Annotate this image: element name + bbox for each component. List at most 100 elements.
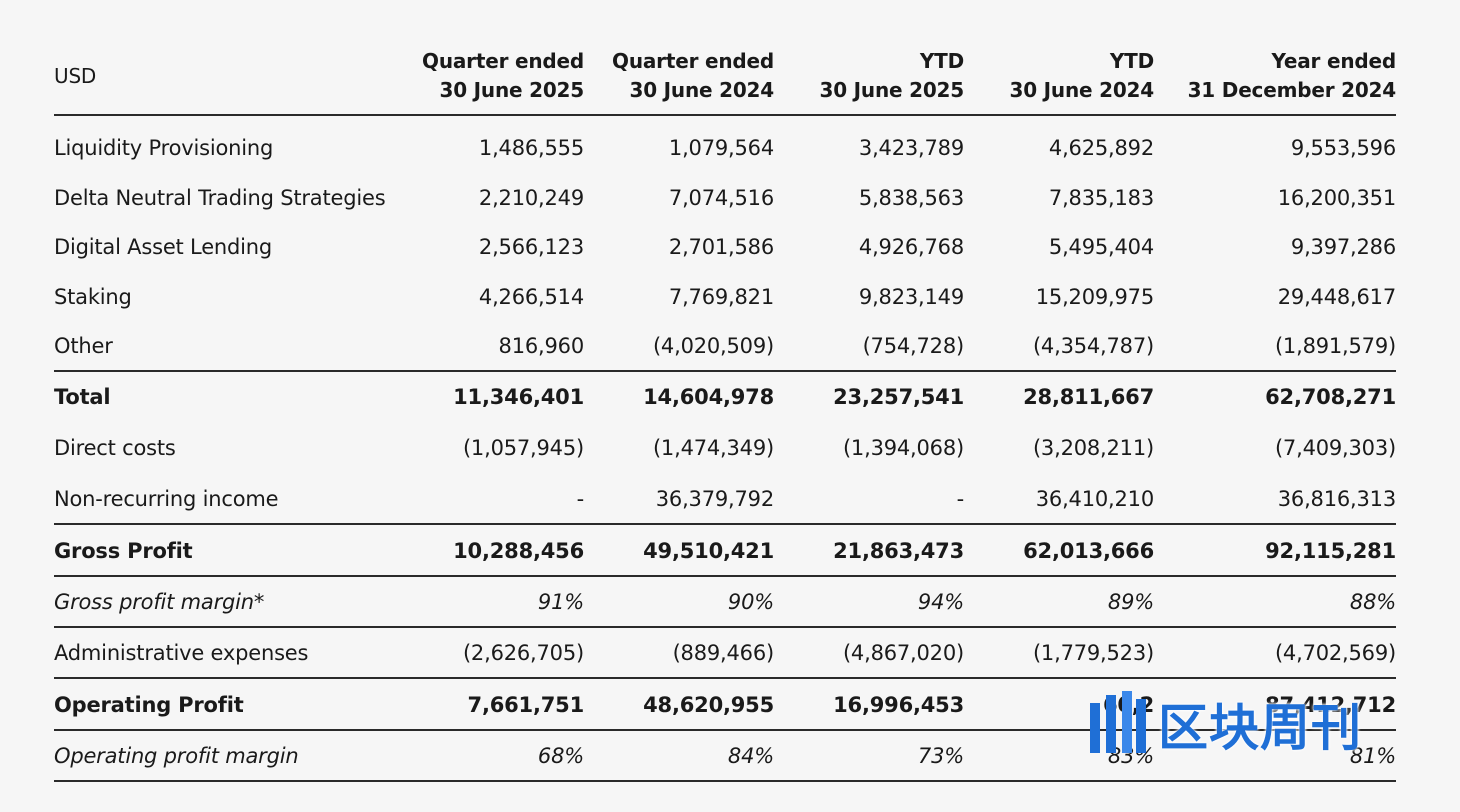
row-value: 36,816,313 <box>1277 487 1396 511</box>
header-col-ytd-2025: YTD 30 June 2025 <box>774 38 964 114</box>
row-value: (754,728) <box>862 334 965 358</box>
row-label: Operating profit margin <box>54 744 299 768</box>
header-col-line2: 30 June 2025 <box>439 78 584 102</box>
row-value: (1,474,349) <box>652 436 774 460</box>
total-divider <box>54 370 1396 372</box>
header-unit-label: USD <box>54 63 97 88</box>
row-value: (4,702,569) <box>1274 641 1396 665</box>
table-row-operating-profit-margin: Operating profit margin 68% 84% 73% 83% … <box>54 731 1396 781</box>
table-header-row: USD Quarter ended 30 June 2025 Quarter e… <box>54 38 1396 114</box>
margin-divider <box>54 626 1396 628</box>
row-value: (1,057,945) <box>462 436 584 460</box>
header-divider <box>54 114 1396 116</box>
row-value: (2,626,705) <box>462 641 584 665</box>
row-value: 84% <box>727 744 774 768</box>
row-label: Administrative expenses <box>54 641 309 665</box>
row-label: Total <box>54 385 111 409</box>
table-row-digital-asset-lending: Digital Asset Lending 2,566,123 2,701,58… <box>54 222 1396 272</box>
row-value: (4,020,509) <box>652 334 774 358</box>
row-value: 1,079,564 <box>668 136 774 160</box>
row-value: 48,620,955 <box>643 693 774 717</box>
row-label: Non-recurring income <box>54 487 279 511</box>
row-value: 29,448,617 <box>1277 285 1396 309</box>
header-col-line2: 30 June 2025 <box>819 78 964 102</box>
table-row-other: Other 816,960 (4,020,509) (754,728) (4,3… <box>54 321 1396 371</box>
row-value: 15,209,975 <box>1035 285 1154 309</box>
row-value: 7,835,183 <box>1048 186 1154 210</box>
row-value: 73% <box>917 744 964 768</box>
row-label: Other <box>54 334 113 358</box>
row-value: (3,208,211) <box>1032 436 1154 460</box>
row-value: 7,661,751 <box>467 693 585 717</box>
row-value: 62,013,666 <box>1023 539 1154 563</box>
header-col-line2: 31 December 2024 <box>1187 78 1397 102</box>
row-label: Liquidity Provisioning <box>54 136 274 160</box>
row-value: 11,346,401 <box>453 385 584 409</box>
table-row-delta-neutral: Delta Neutral Trading Strategies 2,210,2… <box>54 173 1396 223</box>
table-row-gross-profit: Gross Profit 10,288,456 49,510,421 21,86… <box>54 526 1396 576</box>
row-value: 90% <box>727 590 774 614</box>
watermark-logo-icon <box>1090 691 1146 753</box>
row-value: (1,891,579) <box>1274 334 1396 358</box>
table-row-liquidity-provisioning: Liquidity Provisioning 1,486,555 1,079,5… <box>54 123 1396 173</box>
row-value: (1,394,068) <box>842 436 964 460</box>
row-label: Direct costs <box>54 436 176 460</box>
row-value: 87,412,712 <box>1265 693 1396 717</box>
row-value: 5,495,404 <box>1048 235 1154 259</box>
row-value: 3,423,789 <box>858 136 964 160</box>
row-label: Staking <box>54 285 132 309</box>
table-row-direct-costs: Direct costs (1,057,945) (1,474,349) (1,… <box>54 423 1396 473</box>
row-value: 21,863,473 <box>833 539 964 563</box>
row-value: 2,210,249 <box>478 186 584 210</box>
row-value: 91% <box>537 590 584 614</box>
header-col-line1: Year ended <box>1271 49 1396 73</box>
table-bottom-rule <box>54 780 1396 782</box>
row-value: 68% <box>537 744 584 768</box>
row-value: (889,466) <box>672 641 775 665</box>
row-value: 36,410,210 <box>1035 487 1154 511</box>
row-value: 5,838,563 <box>858 186 964 210</box>
table-row-gross-profit-margin: Gross profit margin* 91% 90% 94% 89% 88% <box>54 577 1396 627</box>
row-value: 14,604,978 <box>643 385 774 409</box>
gross-profit-divider-bottom <box>54 575 1396 577</box>
row-value: 4,625,892 <box>1048 136 1154 160</box>
row-value: 16,996,453 <box>833 693 964 717</box>
header-col-q2-2024: Quarter ended 30 June 2024 <box>584 38 774 114</box>
row-value: (4,867,020) <box>842 641 964 665</box>
header-col-line2: 30 June 2024 <box>629 78 774 102</box>
row-value: 16,200,351 <box>1277 186 1396 210</box>
row-value: 1,486,555 <box>478 136 584 160</box>
row-value: 23,257,541 <box>833 385 964 409</box>
row-label: Digital Asset Lending <box>54 235 273 259</box>
row-value: 81% <box>1349 744 1396 768</box>
row-value: 4,926,768 <box>858 235 964 259</box>
row-label: Gross Profit <box>54 539 193 563</box>
table-row-staking: Staking 4,266,514 7,769,821 9,823,149 15… <box>54 272 1396 322</box>
row-value: 36,379,792 <box>655 487 774 511</box>
row-value: 28,811,667 <box>1023 385 1154 409</box>
header-col-line1: YTD <box>1109 49 1154 73</box>
table-row-administrative-expenses: Administrative expenses (2,626,705) (889… <box>54 628 1396 678</box>
gross-profit-divider-top <box>54 523 1396 525</box>
operating-profit-divider-top <box>54 677 1396 679</box>
row-value: 9,553,596 <box>1290 136 1396 160</box>
header-col-line1: Quarter ended <box>422 49 584 73</box>
row-value: 89% <box>1107 590 1154 614</box>
row-value: - <box>956 487 965 511</box>
header-col-line2: 30 June 2024 <box>1009 78 1154 102</box>
row-value: 9,823,149 <box>858 285 964 309</box>
row-value: 94% <box>917 590 964 614</box>
row-value: 2,701,586 <box>668 235 774 259</box>
row-label: Gross profit margin* <box>54 590 265 614</box>
table-row-non-recurring-income: Non-recurring income - 36,379,792 - 36,4… <box>54 474 1396 524</box>
row-value: (7,409,303) <box>1274 436 1396 460</box>
row-value: 62,708,271 <box>1265 385 1396 409</box>
operating-profit-divider-bottom <box>54 729 1396 731</box>
watermark-logo: 区块周刊 <box>1086 684 1432 764</box>
row-label: Operating Profit <box>54 693 244 717</box>
row-value: 49,510,421 <box>643 539 774 563</box>
row-value: (4,354,787) <box>1032 334 1154 358</box>
header-col-ytd-2024: YTD 30 June 2024 <box>964 38 1154 114</box>
row-value: 816,960 <box>498 334 585 358</box>
header-col-line1: YTD <box>919 49 964 73</box>
